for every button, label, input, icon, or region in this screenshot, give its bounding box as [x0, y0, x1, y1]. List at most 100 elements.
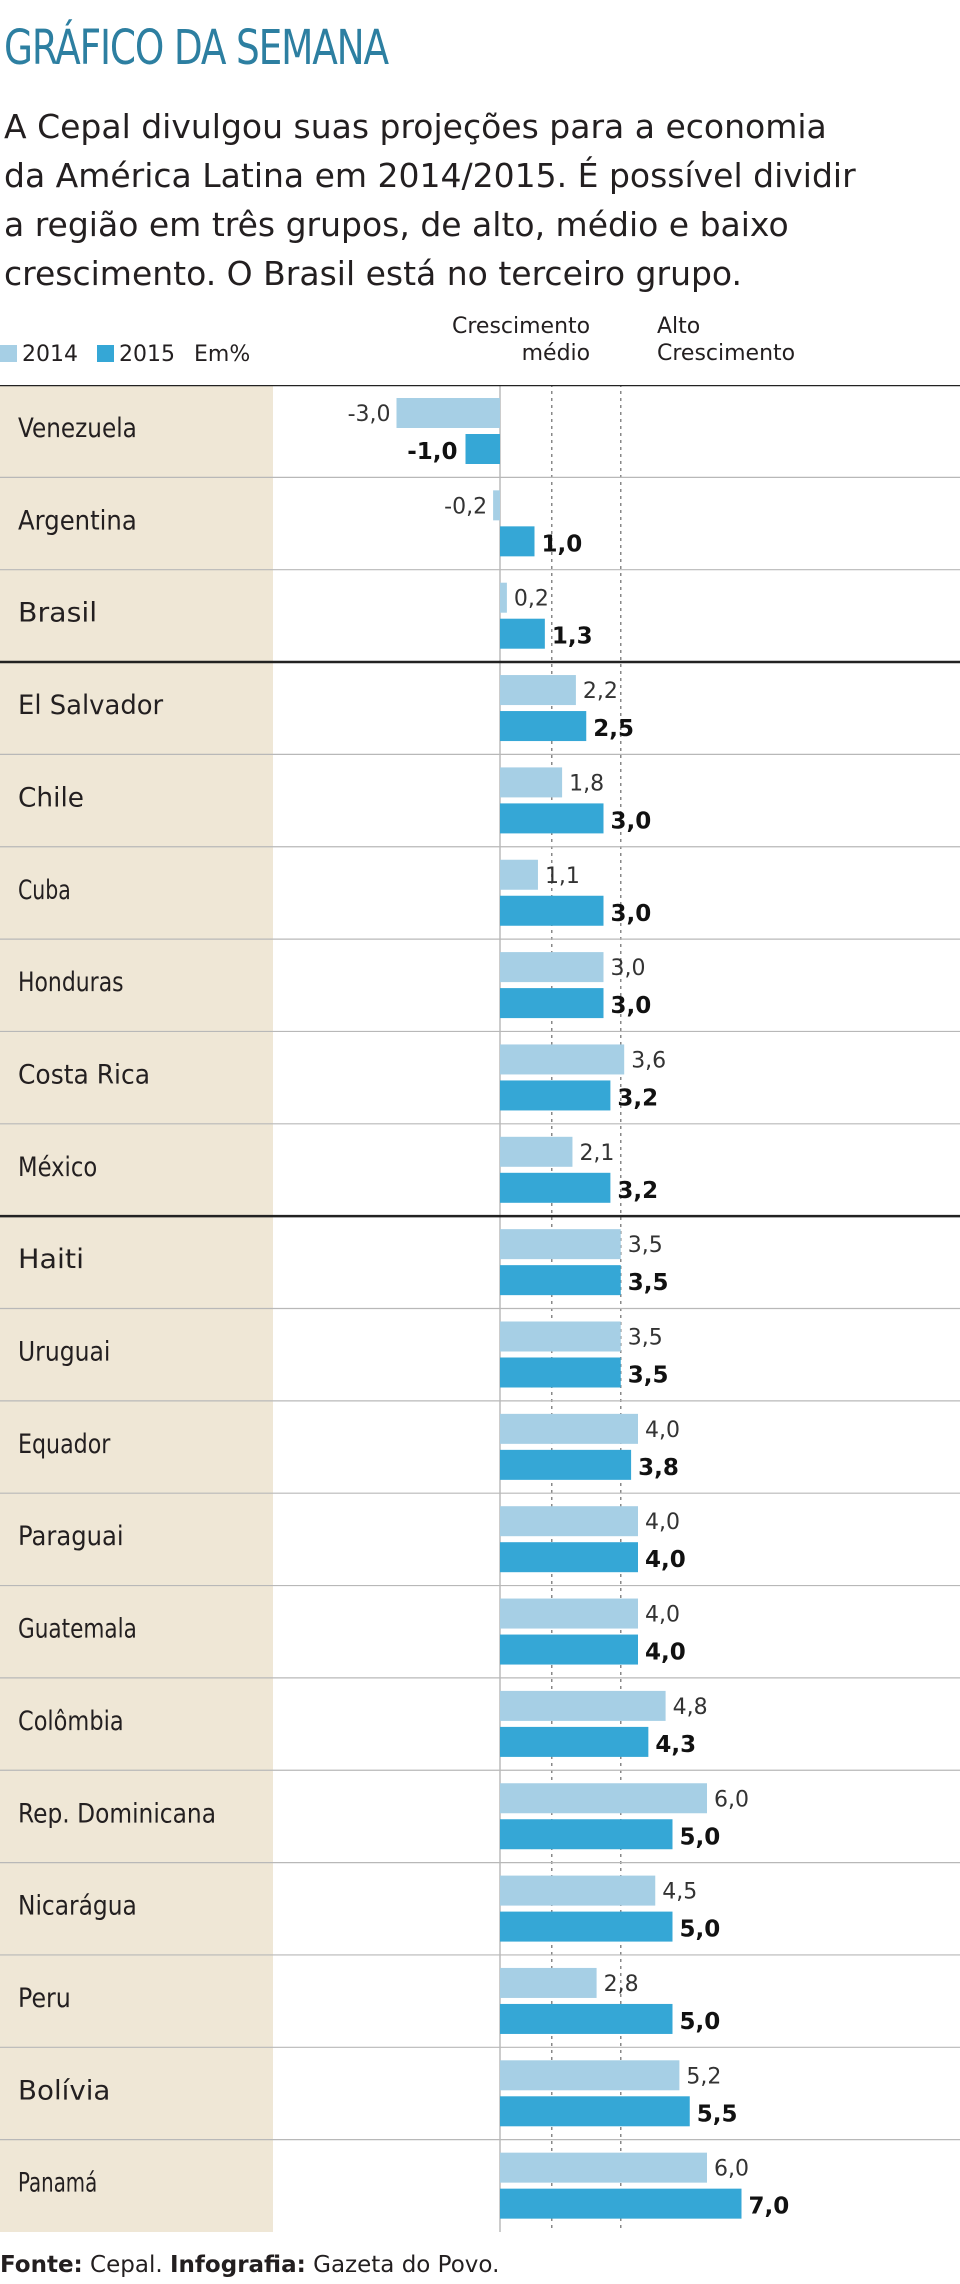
legend-swatch-2015 [97, 345, 114, 362]
category-label: Cuba [18, 875, 71, 906]
bar-2014 [500, 1875, 656, 1906]
bar-2015 [500, 1634, 638, 1665]
intro-text: A Cepal divulgou suas projeções para a e… [4, 102, 960, 298]
category-label: Paraguai [18, 1521, 124, 1552]
data-label-2014: 2,2 [583, 679, 618, 704]
zone-label-medium-line1: Crescimento [452, 314, 591, 339]
bar-2015 [500, 2003, 673, 2034]
data-label-2015: 3,0 [611, 901, 652, 927]
bar-2015 [465, 434, 500, 464]
bar-2015 [500, 988, 604, 1019]
data-label-2015: 7,0 [749, 2194, 790, 2220]
category-label: Honduras [18, 967, 124, 998]
category-label: Uruguai [18, 1337, 110, 1368]
category-label: Peru [18, 1983, 71, 2014]
data-label-2014: 4,0 [645, 1510, 680, 1535]
data-label-2015: -1,0 [407, 439, 457, 465]
data-label-2015: 2,5 [593, 716, 634, 742]
data-label-2015: 3,0 [611, 993, 652, 1019]
data-label-2015: 5,0 [680, 2009, 721, 2035]
data-label-2015: 3,5 [628, 1363, 669, 1389]
zone-label-high-line1: Alto [657, 314, 701, 339]
bar-2015 [500, 1449, 632, 1480]
source-value: Cepal. [82, 2252, 170, 2278]
data-label-2014: 4,0 [645, 1418, 680, 1443]
category-label: Bolívia [18, 2075, 110, 2106]
data-label-2015: 3,0 [611, 808, 652, 834]
data-label-2015: 4,3 [655, 1732, 696, 1758]
data-label-2015: 5,0 [680, 1917, 721, 1943]
data-label-2014: 4,8 [673, 1695, 708, 1720]
category-label: El Salvador [18, 690, 164, 721]
bar-2015 [500, 2096, 690, 2127]
data-label-2015: 5,5 [697, 2101, 738, 2127]
zone-label-high-line2: Crescimento [657, 341, 796, 366]
intro-line: A Cepal divulgou suas projeções para a e… [4, 107, 827, 146]
category-label: Costa Rica [18, 1059, 150, 1090]
bar-2014 [500, 2152, 707, 2183]
bar-2015 [500, 1080, 611, 1111]
bar-2014 [500, 1136, 573, 1167]
data-label-2015: 1,3 [552, 624, 593, 650]
bar-2014 [500, 1413, 638, 1444]
bar-2015 [500, 1726, 649, 1757]
bar-2014 [500, 1783, 707, 1814]
source-note: Fonte: Cepal. Infografia: Gazeta do Povo… [0, 2252, 499, 2278]
data-label-2014: -3,0 [348, 402, 391, 427]
data-label-2014: 5,2 [686, 2064, 721, 2089]
zone-label-high: Alto Crescimento [657, 313, 795, 367]
zone-label-medium: Crescimento médio [452, 313, 590, 367]
bar-2014 [500, 1967, 597, 1998]
data-label-2015: 5,0 [680, 1824, 721, 1850]
bar-2015 [500, 1172, 611, 1203]
category-label: Brasil [18, 598, 97, 629]
data-label-2015: 3,8 [638, 1455, 679, 1481]
bar-2015 [500, 1357, 621, 1388]
category-label: Rep. Dominicana [18, 1798, 216, 1829]
data-label-2014: -0,2 [444, 494, 487, 519]
intro-line: da América Latina em 2014/2015. É possív… [4, 156, 856, 195]
data-label-2014: 3,5 [628, 1233, 663, 1258]
bar-2015 [500, 1542, 638, 1573]
bar-2014 [500, 1321, 621, 1352]
bar-2014 [500, 767, 563, 798]
data-label-2014: 2,1 [579, 1141, 614, 1166]
category-label: Nicarágua [18, 1891, 137, 1922]
infographic-label: Infografia: [169, 2252, 306, 2278]
bar-2014 [500, 1044, 625, 1075]
bar-2015 [500, 526, 535, 557]
legend-label-2014: 2014 [22, 342, 78, 367]
bar-2014 [500, 582, 507, 613]
bar-2014 [500, 1229, 621, 1260]
legend-item-2015: 2015 [97, 342, 175, 367]
legend-item-2014: 2014 [0, 342, 78, 367]
data-label-2014: 2,8 [604, 1972, 639, 1997]
category-label: Venezuela [18, 413, 137, 444]
data-label-2014: 3,6 [631, 1048, 666, 1073]
data-label-2014: 1,8 [569, 771, 604, 796]
infographic-value: Gazeta do Povo. [305, 2252, 500, 2278]
bar-chart: Venezuela -3,0 -1,0 Argentina -0,2 1,0 Brasil 0… [0, 385, 960, 2232]
category-label: Colômbia [18, 1706, 124, 1737]
chart-title: GRÁFICO DA SEMANA [4, 20, 389, 76]
legend: 2014 2015 Em% [0, 340, 250, 370]
data-label-2015: 4,0 [645, 1547, 686, 1573]
data-label-2014: 4,5 [662, 1880, 697, 1905]
bar-2015 [500, 803, 604, 834]
data-label-2014: 6,0 [714, 2157, 749, 2182]
category-label: Chile [18, 782, 84, 813]
data-label-2015: 4,0 [645, 1640, 686, 1666]
intro-line: a região em três grupos, de alto, médio … [4, 205, 789, 244]
bar-2015 [500, 1911, 673, 1942]
bar-2015 [500, 2188, 742, 2219]
data-label-2015: 1,0 [542, 531, 583, 557]
legend-swatch-2014 [0, 345, 17, 362]
legend-unit: Em% [194, 342, 251, 367]
bar-2014 [500, 1598, 638, 1629]
data-label-2014: 1,1 [545, 864, 580, 889]
bar-2014 [493, 490, 500, 521]
bar-2015 [500, 895, 604, 926]
data-label-2014: 4,0 [645, 1603, 680, 1628]
bar-2014 [500, 1690, 666, 1721]
legend-label-2015: 2015 [119, 342, 175, 367]
